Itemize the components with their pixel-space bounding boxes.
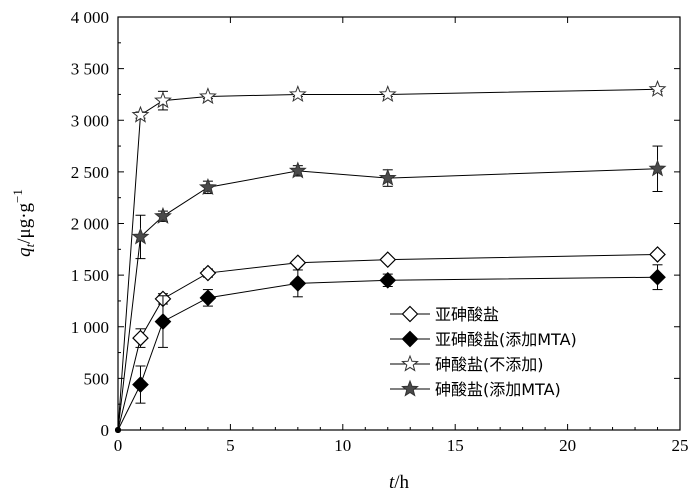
plot-frame [117,16,681,431]
y-tick-label: 3 500 [71,60,109,79]
data-point [154,206,172,224]
series-layer [115,79,667,433]
x-tick-label: 20 [559,436,576,455]
data-point [379,251,397,268]
y-tick-label: 500 [84,369,110,388]
legend-marker [401,379,419,397]
plot-area: 0 5 10 15 20 25 0 500 1 000 1 500 2 000 2 500 3 000… [71,8,689,455]
y-tick-label: 0 [101,421,110,440]
x-axis-ticks: 0 5 10 15 20 25 [114,17,689,455]
data-point [288,85,307,103]
y-tick-label: 2 500 [71,163,109,182]
data-point [131,105,150,123]
y-tick-label: 1 500 [71,266,109,285]
y-tick-label: 4 000 [71,8,109,27]
data-point [378,168,397,186]
legend-marker [401,305,419,323]
legend-label: 亚砷酸盐 [435,305,499,324]
y-axis-ticks: 0 500 1 000 1 500 2 000 2 500 3 000 3 500 4 000 [71,8,680,440]
legend-marker [401,354,419,372]
series-4 [115,145,667,433]
data-point [378,85,397,103]
x-tick-label: 25 [672,436,689,455]
data-point [379,271,397,289]
data-point [648,79,667,97]
series-line [117,168,658,431]
series-2 [115,264,666,433]
data-point [288,161,307,179]
x-tick-label: 0 [114,436,123,455]
data-point [649,268,666,286]
legend-label: 亚砷酸盐(添加MTA) [435,330,577,349]
data-point [198,177,217,195]
data-point [289,275,307,292]
legend-label: 砷酸盐(不添加) [435,355,544,374]
y-tick-label: 1 000 [71,318,109,337]
legend-entry: 砷酸盐(不添加) [390,354,544,374]
data-point [199,289,217,307]
data-point [154,313,172,330]
y-tick-label: 3 000 [71,111,109,130]
legend-label: 砷酸盐(添加MTA) [435,380,561,399]
legend-entry: 亚砷酸盐 [390,305,499,324]
series-line [117,276,658,431]
data-point [648,159,667,177]
x-tick-label: 10 [334,436,351,455]
data-point [289,254,307,272]
data-point [649,246,666,263]
y-axis-title: qt/μg·g−1 [10,189,37,257]
data-point [198,87,217,105]
data-point [115,427,121,433]
x-tick-label: 15 [447,436,464,455]
data-point [132,329,149,347]
legend-entry: 亚砷酸盐(添加MTA) [390,330,577,349]
data-point [154,91,172,109]
data-point [132,376,149,393]
x-axis-title: t/h [389,472,410,493]
x-tick-label: 5 [226,436,235,455]
data-point [131,227,150,245]
data-point [199,264,217,282]
legend-entry: 砷酸盐(添加MTA) [390,379,561,399]
legend-marker [401,330,419,348]
y-tick-label: 2 000 [71,215,109,234]
